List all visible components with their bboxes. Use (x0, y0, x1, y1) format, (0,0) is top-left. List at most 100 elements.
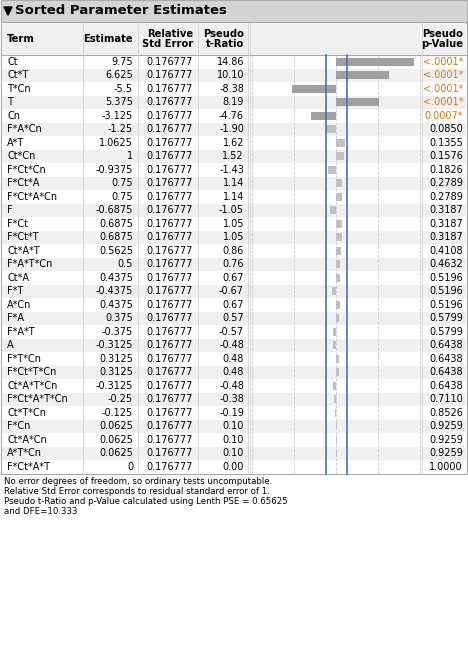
Text: -0.57: -0.57 (219, 326, 244, 337)
FancyBboxPatch shape (2, 231, 466, 244)
FancyBboxPatch shape (2, 23, 466, 55)
Text: Ct*A*Cn: Ct*A*Cn (7, 435, 47, 445)
FancyBboxPatch shape (2, 69, 466, 82)
FancyBboxPatch shape (2, 190, 466, 204)
Text: 0.176777: 0.176777 (146, 57, 193, 67)
Text: 0.5196: 0.5196 (429, 273, 463, 283)
Text: Ct*Cn: Ct*Cn (7, 151, 36, 161)
Text: 0.1355: 0.1355 (429, 138, 463, 148)
FancyBboxPatch shape (336, 138, 344, 147)
FancyBboxPatch shape (336, 219, 342, 228)
Text: -0.6875: -0.6875 (95, 205, 133, 215)
Text: 0.375: 0.375 (105, 313, 133, 323)
Text: 0.6438: 0.6438 (429, 340, 463, 350)
Text: 0.0850: 0.0850 (429, 124, 463, 135)
Text: F*A*T: F*A*T (7, 326, 35, 337)
Text: T: T (7, 97, 13, 107)
Text: -0.48: -0.48 (219, 340, 244, 350)
Text: t-Ratio: t-Ratio (206, 39, 244, 49)
Text: 0.176777: 0.176777 (146, 407, 193, 418)
FancyBboxPatch shape (2, 176, 466, 190)
FancyBboxPatch shape (2, 338, 466, 352)
Text: Term: Term (7, 34, 35, 44)
FancyBboxPatch shape (336, 233, 342, 242)
FancyBboxPatch shape (334, 382, 336, 390)
FancyBboxPatch shape (329, 166, 336, 174)
Text: 0.176777: 0.176777 (146, 273, 193, 283)
Text: 0.8526: 0.8526 (429, 407, 463, 418)
Text: <.0001*: <.0001* (423, 84, 463, 94)
Text: 0.76: 0.76 (222, 259, 244, 269)
Text: 0.176777: 0.176777 (146, 165, 193, 175)
FancyBboxPatch shape (1, 0, 467, 22)
Text: 6.625: 6.625 (105, 71, 133, 80)
FancyBboxPatch shape (2, 352, 466, 366)
Text: 0.5625: 0.5625 (99, 246, 133, 256)
Text: -3.125: -3.125 (102, 111, 133, 121)
Text: 0.176777: 0.176777 (146, 381, 193, 390)
Text: F*A: F*A (7, 313, 24, 323)
Text: F*T*Cn: F*T*Cn (7, 354, 41, 364)
Text: Relative: Relative (147, 29, 193, 39)
Text: 0.176777: 0.176777 (146, 259, 193, 269)
Text: 0.1576: 0.1576 (429, 151, 463, 161)
Text: 0.176777: 0.176777 (146, 232, 193, 242)
Text: F*Ct*Cn: F*Ct*Cn (7, 165, 46, 175)
FancyBboxPatch shape (336, 274, 339, 282)
FancyBboxPatch shape (334, 395, 336, 404)
Text: 0.176777: 0.176777 (146, 462, 193, 471)
Text: F*A*T*Cn: F*A*T*Cn (7, 259, 52, 269)
Text: 0.3187: 0.3187 (429, 205, 463, 215)
FancyBboxPatch shape (2, 163, 466, 176)
Text: -0.48: -0.48 (219, 381, 244, 390)
Text: <.0001*: <.0001* (423, 57, 463, 67)
Text: 0.9259: 0.9259 (429, 421, 463, 431)
Text: 5.375: 5.375 (105, 97, 133, 107)
Text: p-Value: p-Value (421, 39, 463, 49)
Text: F*Cn: F*Cn (7, 421, 30, 431)
Text: -0.19: -0.19 (219, 407, 244, 418)
Text: 9.75: 9.75 (111, 57, 133, 67)
Text: 0.5: 0.5 (117, 259, 133, 269)
Text: 0.176777: 0.176777 (146, 138, 193, 148)
Text: -4.76: -4.76 (219, 111, 244, 121)
FancyBboxPatch shape (2, 392, 466, 406)
Text: A*T: A*T (7, 138, 24, 148)
Text: 0.10: 0.10 (223, 435, 244, 445)
Text: F*Ct*A: F*Ct*A (7, 178, 39, 188)
Text: -5.5: -5.5 (114, 84, 133, 94)
Text: 0.1826: 0.1826 (429, 165, 463, 175)
FancyBboxPatch shape (336, 314, 339, 323)
FancyBboxPatch shape (2, 298, 466, 311)
Text: A: A (7, 340, 14, 350)
Text: -0.25: -0.25 (108, 394, 133, 404)
Text: 0.0625: 0.0625 (99, 448, 133, 458)
FancyBboxPatch shape (334, 342, 336, 349)
Text: Ct*T*Cn: Ct*T*Cn (7, 407, 46, 418)
Text: -1.05: -1.05 (219, 205, 244, 215)
FancyBboxPatch shape (336, 193, 342, 201)
Text: 0.5196: 0.5196 (429, 300, 463, 310)
Text: 1.62: 1.62 (222, 138, 244, 148)
Text: 0.5799: 0.5799 (429, 326, 463, 337)
Text: 0.176777: 0.176777 (146, 151, 193, 161)
FancyBboxPatch shape (336, 152, 344, 160)
FancyBboxPatch shape (330, 206, 336, 214)
Text: 14.86: 14.86 (217, 57, 244, 67)
Text: 10.10: 10.10 (217, 71, 244, 80)
Text: 0.3187: 0.3187 (429, 232, 463, 242)
Text: F*Ct: F*Ct (7, 219, 28, 229)
Text: 0.9259: 0.9259 (429, 435, 463, 445)
FancyBboxPatch shape (332, 287, 336, 295)
FancyBboxPatch shape (326, 125, 336, 133)
Text: Std Error: Std Error (142, 39, 193, 49)
Text: 0: 0 (127, 462, 133, 471)
Text: 0.176777: 0.176777 (146, 340, 193, 350)
Text: F: F (7, 205, 13, 215)
Text: Sorted Parameter Estimates: Sorted Parameter Estimates (15, 5, 227, 18)
Text: 0.0625: 0.0625 (99, 421, 133, 431)
Text: 0.86: 0.86 (223, 246, 244, 256)
Text: Ct: Ct (7, 57, 18, 67)
Text: 0.6438: 0.6438 (429, 367, 463, 377)
Text: 0.176777: 0.176777 (146, 205, 193, 215)
